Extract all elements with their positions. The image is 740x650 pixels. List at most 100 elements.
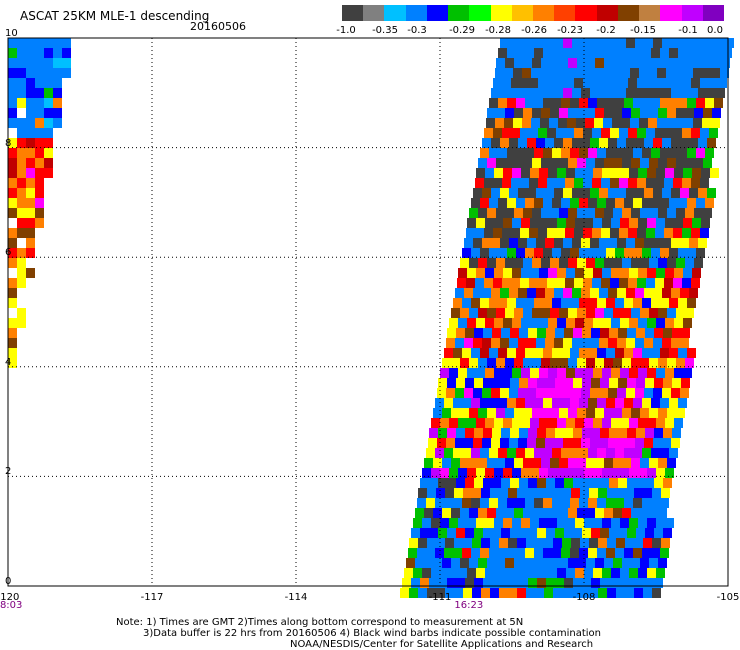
heatmap-cell <box>17 238 26 248</box>
heatmap-cell <box>601 128 610 138</box>
heatmap-cell <box>653 438 662 448</box>
heatmap-cell <box>483 428 492 438</box>
heatmap-cell <box>525 498 534 508</box>
heatmap-cell <box>453 298 462 308</box>
colorbar-tick-label: -0.23 <box>557 25 583 36</box>
heatmap-cell <box>662 388 671 398</box>
heatmap-cell <box>536 138 545 148</box>
heatmap-cell <box>683 368 692 378</box>
heatmap-cell <box>541 108 550 118</box>
heatmap-cell <box>426 448 435 458</box>
heatmap-cell <box>17 308 26 318</box>
heatmap-cell <box>629 168 638 178</box>
heatmap-cell <box>482 338 491 348</box>
heatmap-cell <box>491 138 500 148</box>
heatmap-cell <box>547 78 556 88</box>
heatmap-cell <box>525 448 534 458</box>
heatmap-cell <box>581 288 590 298</box>
heatmap-cell <box>541 208 550 218</box>
heatmap-cell <box>639 118 648 128</box>
heatmap-cell <box>469 258 478 268</box>
heatmap-cell <box>17 98 26 108</box>
heatmap-cell <box>496 408 505 418</box>
heatmap-cell <box>646 78 655 88</box>
heatmap-cell <box>453 398 462 408</box>
heatmap-cell <box>559 508 568 518</box>
heatmap-cell <box>35 168 44 178</box>
heatmap-cell <box>53 38 62 48</box>
heatmap-cell <box>633 248 642 258</box>
heatmap-cell <box>592 78 601 88</box>
heatmap-cell <box>709 128 718 138</box>
heatmap-cell <box>581 338 590 348</box>
heatmap-cell <box>599 188 608 198</box>
heatmap-cell <box>620 218 629 228</box>
heatmap-cell <box>440 468 449 478</box>
heatmap-cell <box>640 508 649 518</box>
heatmap-cell <box>454 588 463 598</box>
heatmap-cell <box>644 438 653 448</box>
heatmap-cell <box>456 328 465 338</box>
heatmap-cell <box>707 88 716 98</box>
heatmap-cell <box>532 408 541 418</box>
heatmap-cell <box>496 108 505 118</box>
heatmap-cell <box>17 138 26 148</box>
heatmap-cell <box>705 198 714 208</box>
heatmap-cell <box>422 518 431 528</box>
heatmap-cell <box>494 368 503 378</box>
heatmap-cell <box>568 558 577 568</box>
heatmap-cell <box>35 88 44 98</box>
heatmap-cell <box>8 178 17 188</box>
heatmap-cell <box>44 38 53 48</box>
heatmap-cell <box>548 518 557 528</box>
heatmap-cell <box>588 248 597 258</box>
heatmap-cell <box>556 128 565 138</box>
heatmap-cell <box>718 78 727 88</box>
heatmap-cell <box>682 278 691 288</box>
heatmap-cell <box>577 408 586 418</box>
heatmap-cell <box>573 578 582 588</box>
heatmap-cell <box>570 298 579 308</box>
heatmap-cell <box>471 398 480 408</box>
heatmap-cell <box>447 578 456 588</box>
heatmap-cell <box>561 198 570 208</box>
heatmap-cell <box>660 248 669 258</box>
heatmap-cell <box>653 188 662 198</box>
heatmap-cell <box>500 138 509 148</box>
heatmap-cell <box>561 98 570 108</box>
heatmap-cell <box>485 568 494 578</box>
heatmap-cell <box>570 548 579 558</box>
heatmap-cell <box>680 138 689 148</box>
heatmap-cell <box>581 438 590 448</box>
heatmap-cell <box>426 498 435 508</box>
heatmap-cell <box>565 78 574 88</box>
heatmap-cell <box>496 358 505 368</box>
x-tick-label: -117 <box>140 592 164 603</box>
heatmap-cell <box>622 158 631 168</box>
heatmap-cell <box>445 538 454 548</box>
heatmap-cell <box>615 348 624 358</box>
heatmap-cell <box>523 358 532 368</box>
heatmap-cell <box>437 388 446 398</box>
heatmap-cell <box>476 518 485 528</box>
heatmap-cell <box>563 238 572 248</box>
heatmap-cell <box>469 458 478 468</box>
heatmap-cell <box>604 108 613 118</box>
heatmap-cell <box>651 298 660 308</box>
heatmap-cell <box>687 298 696 308</box>
colorbar-tick-label: -0.15 <box>630 25 656 36</box>
colorbar-tick-label: -0.29 <box>449 25 475 36</box>
heatmap-cell <box>561 298 570 308</box>
colorbar-swatch <box>448 5 470 21</box>
heatmap-cell <box>685 358 694 368</box>
heatmap-cell <box>631 108 640 118</box>
heatmap-cell <box>626 238 635 248</box>
heatmap-cell <box>674 418 683 428</box>
heatmap-cell <box>595 208 604 218</box>
heatmap-cell <box>604 508 613 518</box>
heatmap-cell <box>564 328 573 338</box>
heatmap-cell <box>467 318 476 328</box>
heatmap-cell <box>584 368 593 378</box>
heatmap-cell <box>507 198 516 208</box>
heatmap-cell <box>644 188 653 198</box>
